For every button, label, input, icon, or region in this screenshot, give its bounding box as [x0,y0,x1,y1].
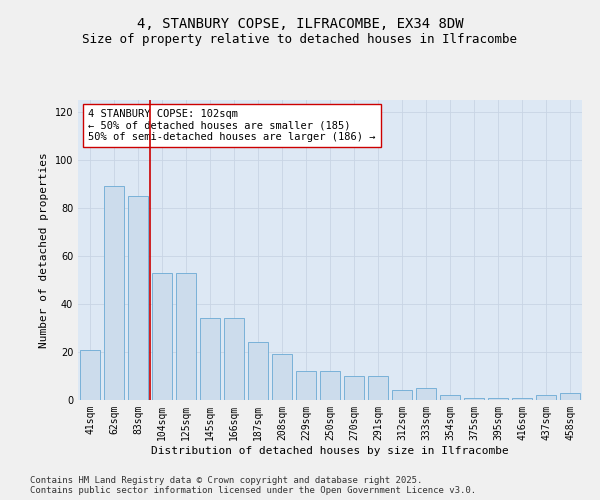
Bar [176,273,196,400]
Bar [104,186,124,400]
Bar [272,354,292,400]
Text: 4 STANBURY COPSE: 102sqm
← 50% of detached houses are smaller (185)
50% of semi-: 4 STANBURY COPSE: 102sqm ← 50% of detach… [88,109,376,142]
Bar [296,371,316,400]
Bar [392,390,412,400]
Bar [488,398,508,400]
Bar [560,393,580,400]
Bar [416,388,436,400]
Bar [536,395,556,400]
Bar [368,376,388,400]
Bar [248,342,268,400]
Bar [344,376,364,400]
Bar [224,318,244,400]
Text: 4, STANBURY COPSE, ILFRACOMBE, EX34 8DW: 4, STANBURY COPSE, ILFRACOMBE, EX34 8DW [137,18,463,32]
Bar [128,196,148,400]
Bar [320,371,340,400]
Bar [440,395,460,400]
Bar [512,398,532,400]
Bar [464,398,484,400]
X-axis label: Distribution of detached houses by size in Ilfracombe: Distribution of detached houses by size … [151,446,509,456]
Text: Size of property relative to detached houses in Ilfracombe: Size of property relative to detached ho… [83,32,517,46]
Y-axis label: Number of detached properties: Number of detached properties [39,152,49,348]
Bar [80,350,100,400]
Bar [200,318,220,400]
Text: Contains HM Land Registry data © Crown copyright and database right 2025.
Contai: Contains HM Land Registry data © Crown c… [30,476,476,495]
Bar [152,273,172,400]
